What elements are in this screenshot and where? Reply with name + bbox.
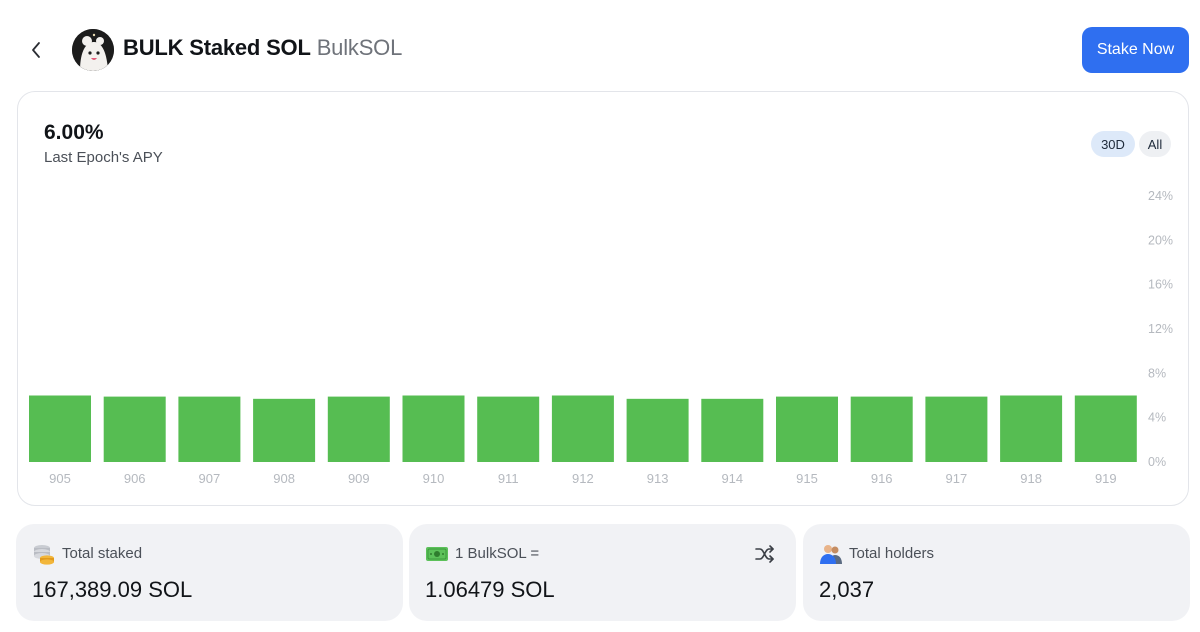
shuffle-icon[interactable] [754, 543, 776, 565]
chart-bar[interactable] [1074, 395, 1137, 463]
chart-bar[interactable] [776, 396, 838, 462]
stat-value: 2,037 [819, 577, 875, 602]
y-tick-label: 16% [1148, 278, 1173, 292]
x-tick-label: 912 [572, 471, 594, 486]
range-30d-button[interactable]: 30D [1091, 131, 1135, 157]
stat-label: Total holders [849, 545, 935, 562]
x-tick-label: 916 [871, 471, 893, 486]
x-tick-label: 913 [647, 471, 669, 486]
x-tick-label: 906 [124, 471, 146, 486]
apy-chart-card: 6.00% Last Epoch's APY 30D All 24% 20% 16%… [17, 91, 1189, 506]
y-tick-label: 4% [1148, 411, 1166, 425]
money-icon [426, 547, 448, 561]
x-tick-label: 917 [946, 471, 968, 486]
chart-bar[interactable] [701, 398, 764, 462]
chart-bar[interactable] [327, 396, 390, 462]
chart-bar[interactable] [103, 396, 166, 462]
range-all-button[interactable]: All [1139, 131, 1171, 157]
chart-bar[interactable] [178, 396, 241, 462]
chart-bar[interactable] [626, 398, 689, 462]
x-tick-label: 918 [1020, 471, 1042, 486]
apy-value: 6.00% [44, 121, 104, 144]
token-name: BULK Staked SOL [123, 35, 311, 60]
apy-label: Last Epoch's APY [44, 149, 163, 166]
y-tick-label: 8% [1148, 366, 1166, 380]
chart-bar[interactable] [253, 398, 316, 462]
y-tick-label: 20% [1148, 233, 1173, 247]
x-tick-label: 909 [348, 471, 370, 486]
y-tick-label: 12% [1148, 322, 1173, 336]
chart-bar[interactable] [477, 396, 540, 462]
stat-label: 1 BulkSOL = [455, 545, 540, 562]
x-tick-label: 919 [1095, 471, 1117, 486]
y-tick-label: 24% [1148, 189, 1173, 203]
stake-now-button[interactable]: Stake Now [1082, 27, 1189, 73]
x-tick-label: 915 [796, 471, 818, 486]
back-button[interactable] [24, 36, 48, 64]
x-tick-label: 908 [273, 471, 295, 486]
y-tick-label: 0% [1148, 455, 1166, 469]
chart-bar[interactable] [551, 395, 614, 463]
stat-value: 1.06479 SOL [425, 577, 555, 602]
stat-label: Total staked [62, 545, 143, 562]
chart-bar[interactable] [925, 396, 988, 462]
x-tick-label: 905 [49, 471, 71, 486]
stat-exchange-rate: 1 BulkSOL = 1.06479 SOL [409, 524, 796, 621]
page-header: BULK Staked SOL BulkSOL Stake Now [0, 0, 1200, 92]
chart-bar[interactable] [402, 395, 465, 463]
token-symbol: BulkSOL [316, 35, 403, 60]
x-tick-label: 911 [498, 471, 519, 486]
chart-bar[interactable] [850, 396, 913, 462]
page-title: BULK Staked SOL BulkSOL [123, 35, 402, 61]
token-avatar [72, 29, 114, 71]
apy-bar-chart: 24% 20% 16% 12% 8% 4% 0% 905 906 907 908 909 910 911 9… [29, 189, 1173, 486]
stat-value: 167,389.09 SOL [32, 577, 193, 602]
x-tick-label: 910 [423, 471, 445, 486]
stat-total-holders: Total holders 2,037 [803, 524, 1190, 621]
users-icon [820, 545, 842, 564]
chart-bar[interactable] [1000, 395, 1063, 463]
coins-icon [34, 545, 54, 565]
x-tick-label: 914 [721, 471, 743, 486]
x-tick-label: 907 [199, 471, 221, 486]
chart-bar[interactable] [29, 395, 91, 463]
stat-total-staked: Total staked 167,389.09 SOL [16, 524, 403, 621]
chevron-left-icon [32, 42, 40, 58]
